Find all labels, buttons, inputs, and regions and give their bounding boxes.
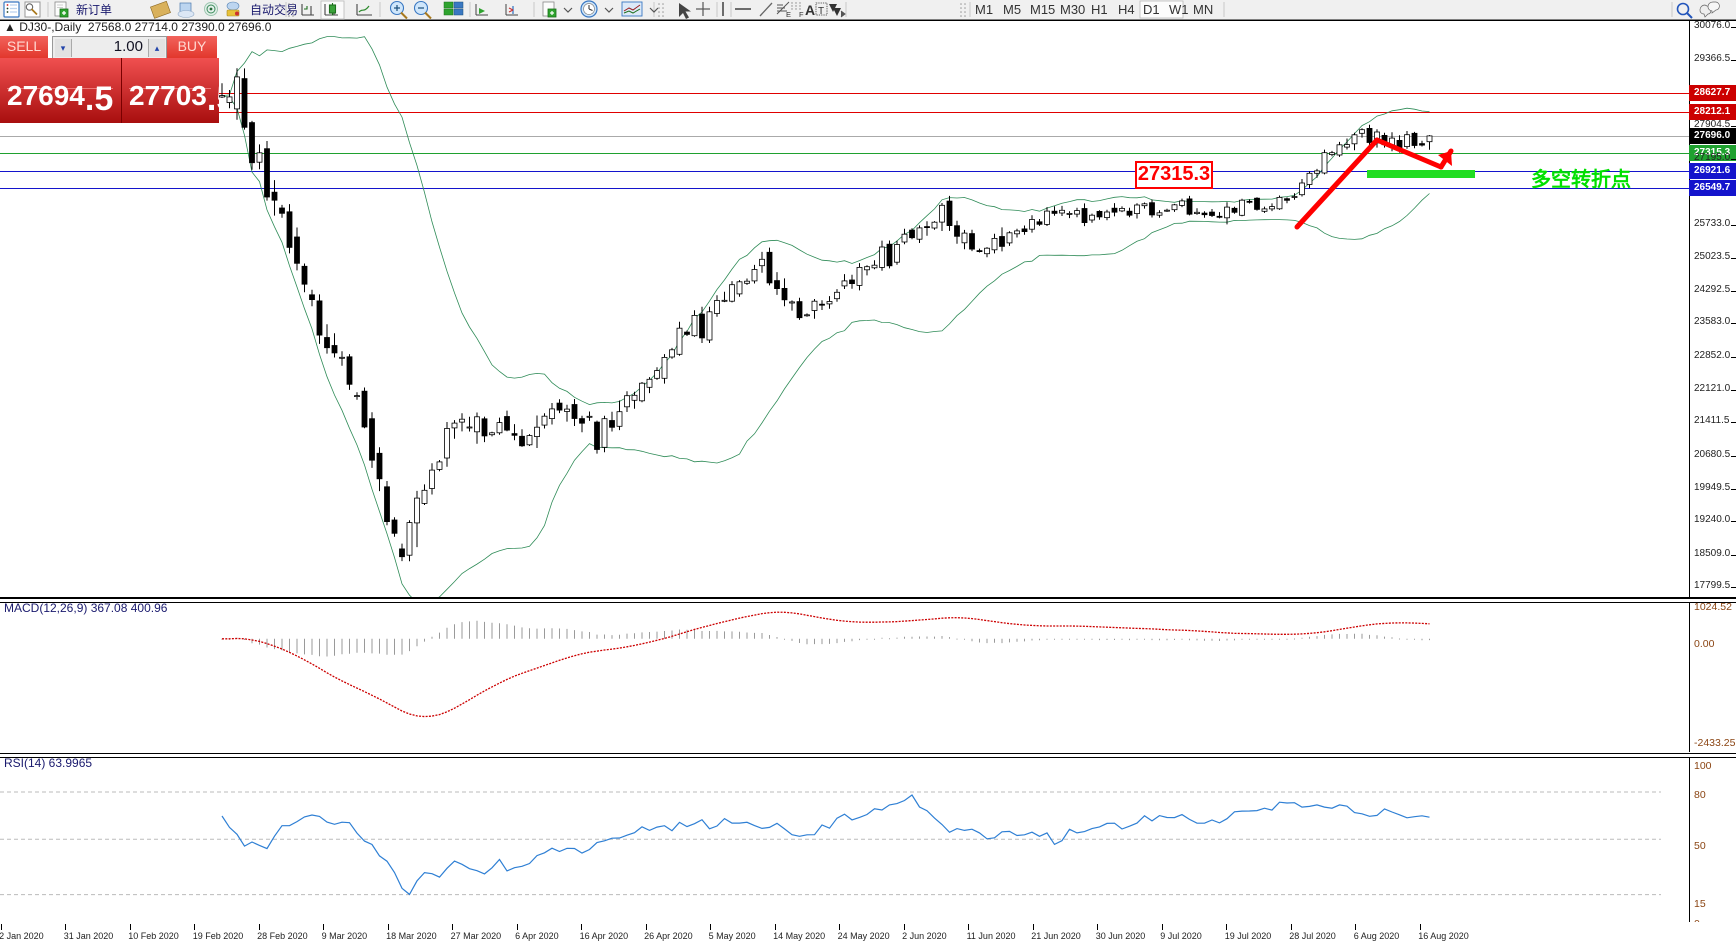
svg-text:T: T [818, 6, 824, 17]
svg-text:M1: M1 [975, 2, 993, 17]
svg-text:M5: M5 [1003, 2, 1021, 17]
svg-text:D1: D1 [1143, 2, 1160, 17]
svg-text:H4: H4 [1118, 2, 1135, 17]
svg-text:E: E [786, 10, 791, 19]
svg-text:RSI(14) 63.9965: RSI(14) 63.9965 [4, 756, 92, 770]
svg-text:M30: M30 [1060, 2, 1085, 17]
svg-text:H1: H1 [1091, 2, 1108, 17]
svg-text:MN: MN [1193, 2, 1213, 17]
svg-text:M15: M15 [1030, 2, 1055, 17]
svg-text:新订单: 新订单 [76, 2, 112, 17]
svg-text:自动交易: 自动交易 [250, 2, 298, 17]
svg-text:A: A [805, 2, 815, 18]
svg-text:MACD(12,26,9) 367.08 400.96: MACD(12,26,9) 367.08 400.96 [4, 601, 168, 615]
svg-text:W1: W1 [1169, 2, 1189, 17]
svg-text:F: F [799, 10, 804, 19]
